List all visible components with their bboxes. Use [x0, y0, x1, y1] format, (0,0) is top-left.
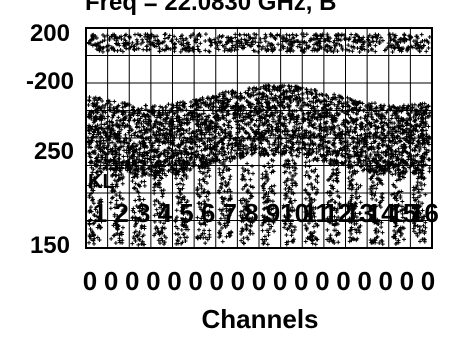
- x-axis-label: Channels: [201, 304, 318, 333]
- x-tick-label: 0: [167, 266, 181, 296]
- channel-label: 8: [244, 198, 258, 228]
- x-tick-label: 0: [231, 266, 245, 296]
- x-tick-label: 0: [210, 266, 224, 296]
- y-tick-label: 150: [30, 232, 70, 259]
- x-tick-label: 0: [146, 266, 160, 296]
- x-tick-label: 0: [188, 266, 202, 296]
- series-channel-streaks: [87, 158, 428, 247]
- x-tick-label: 0: [294, 266, 308, 296]
- channel-label: 10: [280, 198, 309, 228]
- channel-label: 13: [345, 198, 374, 228]
- x-tick-label: 0: [315, 266, 329, 296]
- y-tick-label: 200: [30, 20, 70, 47]
- channel-label: 1: [93, 198, 107, 228]
- x-tick-label: 0: [125, 266, 139, 296]
- series-upper-band: [86, 32, 432, 54]
- channel-label: 4: [158, 198, 173, 228]
- channel-label: 12: [323, 198, 352, 228]
- y-tick-label: 250: [34, 138, 74, 165]
- chart-title: Freq = 22.0830 GHz, B: [85, 0, 336, 16]
- channel-label: 11: [303, 198, 331, 228]
- x-tick-label: 0: [357, 266, 371, 296]
- x-tick-label: 0: [400, 266, 414, 296]
- channel-label: 3: [136, 198, 150, 228]
- x-tick-label: 0: [421, 266, 435, 296]
- x-tick-label: 0: [252, 266, 266, 296]
- channel-label: 6: [201, 198, 215, 228]
- x-tick-label: 0: [379, 266, 393, 296]
- data-marks: [86, 32, 432, 247]
- channel-label: 9: [266, 198, 280, 228]
- kl-annotation: KL: [88, 171, 115, 193]
- channel-label: 7: [223, 198, 237, 228]
- channel-label: 15: [388, 198, 417, 228]
- x-tick-label: 0: [336, 266, 350, 296]
- x-tick-label: 0: [83, 266, 97, 296]
- x-tick-label: 0: [273, 266, 287, 296]
- y-tick-label: -200: [26, 68, 74, 95]
- x-tick-label: 0: [104, 266, 118, 296]
- channel-label: 2: [114, 198, 128, 228]
- channel-label: 5: [179, 198, 193, 228]
- channel-label: 14: [367, 198, 396, 228]
- channel-label: 16: [410, 198, 439, 228]
